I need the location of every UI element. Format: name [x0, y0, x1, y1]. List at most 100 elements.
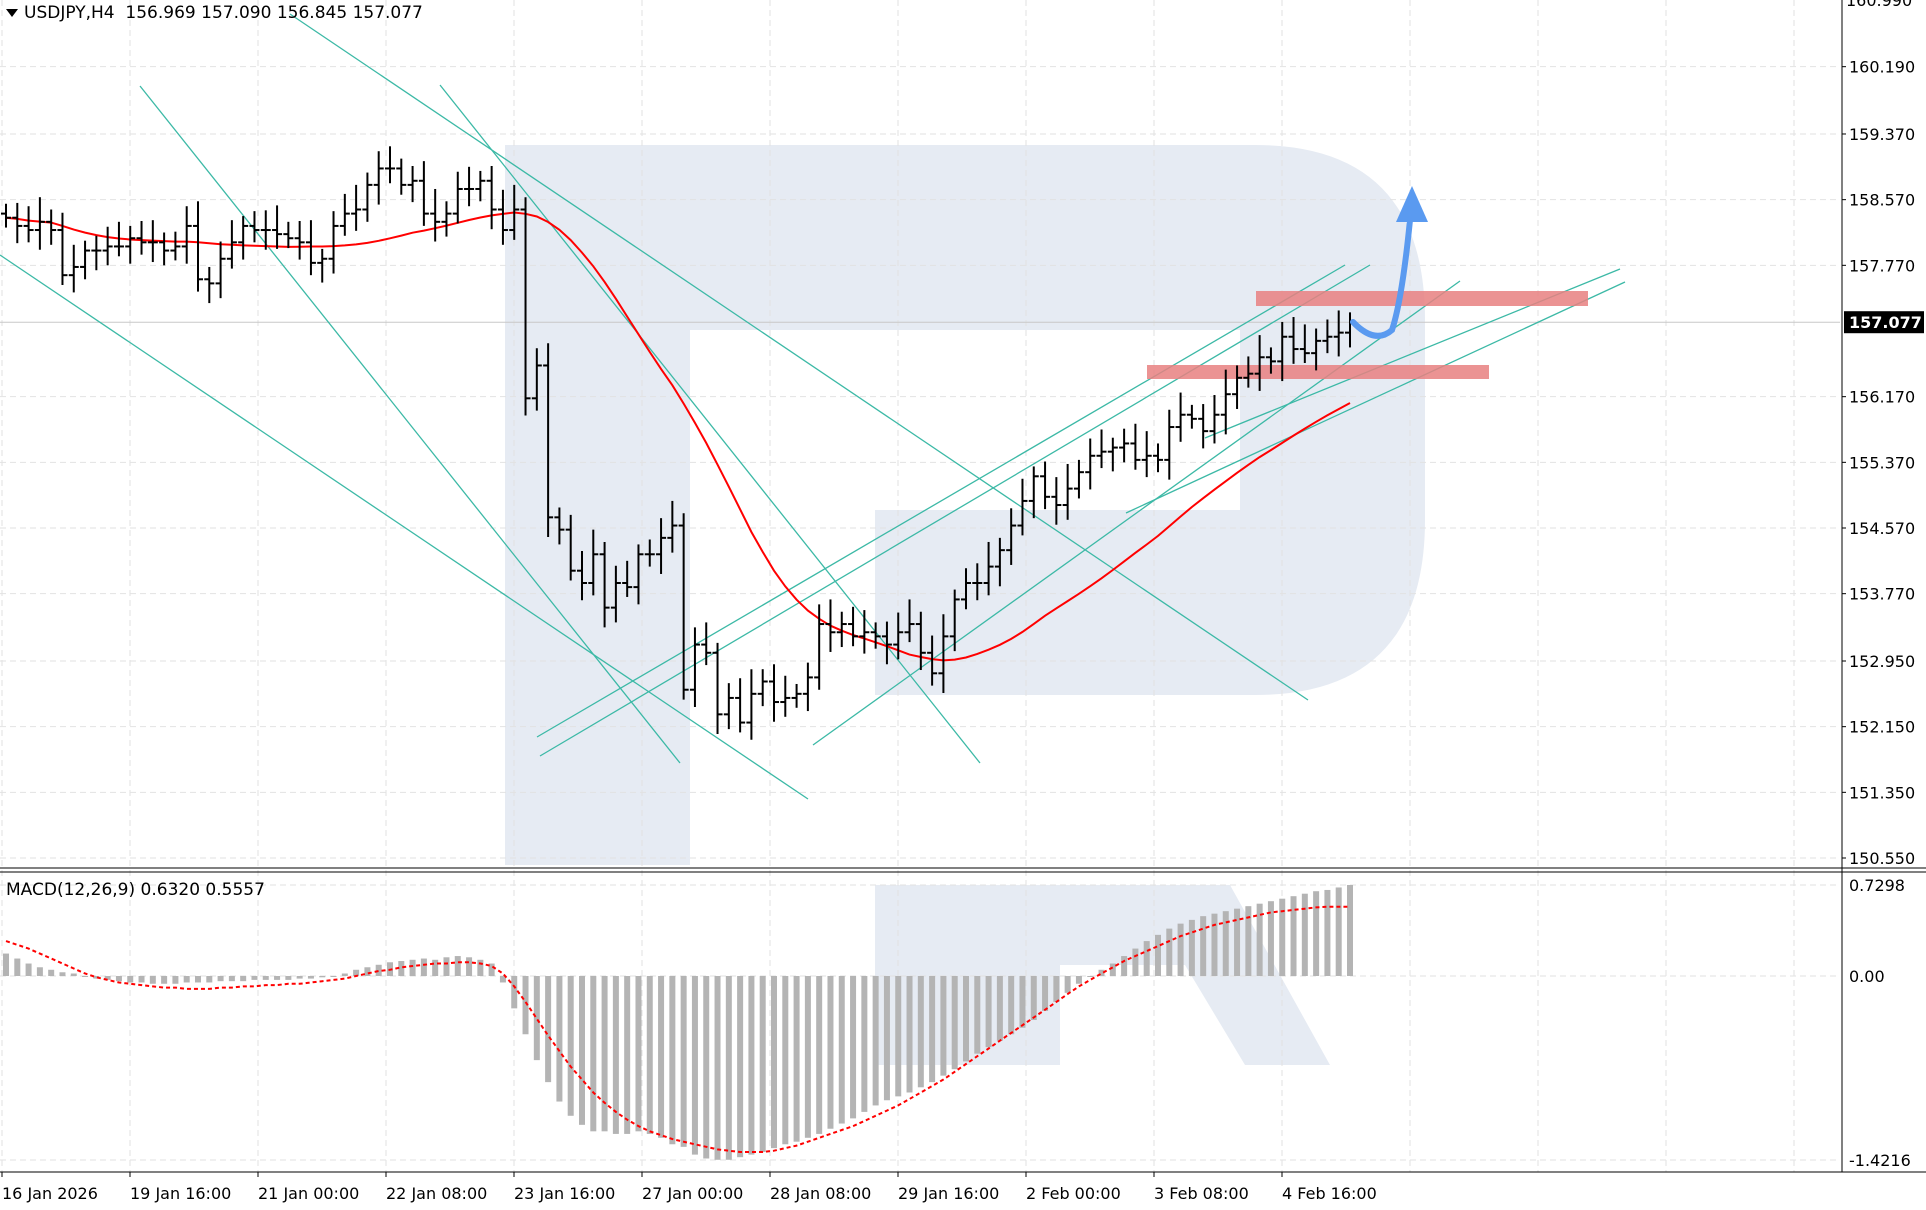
forecast-arrow-head	[1396, 186, 1428, 222]
price-tick-label: 160.190	[1849, 58, 1915, 77]
macd-histogram-bar	[296, 976, 303, 979]
macd-histogram-bar	[533, 976, 540, 1061]
macd-histogram-bar	[1177, 923, 1184, 976]
macd-histogram-bar	[714, 976, 721, 1160]
ohlc-bar	[475, 170, 486, 202]
time-tick-label: 19 Jan 16:00	[130, 1184, 231, 1203]
macd-label: MACD(12,26,9)	[6, 880, 136, 900]
macd-histogram-bar	[3, 953, 9, 976]
macd-histogram-bar	[104, 976, 111, 980]
macd-histogram-bar	[149, 976, 156, 984]
macd-histogram-bar	[161, 976, 168, 984]
price-tick-label: 155.370	[1849, 453, 1915, 472]
macd-histogram-bar	[782, 976, 789, 1145]
ohlc-bar	[1277, 321, 1288, 382]
ohlc-bar	[407, 165, 418, 203]
macd-histogram-bar	[895, 976, 902, 1097]
ohlc-bar	[305, 220, 316, 276]
macd-histogram-bar	[36, 967, 43, 976]
macd-histogram-bar	[545, 976, 552, 1083]
macd-histogram-bar	[443, 957, 450, 976]
macd-histogram-bar	[1200, 916, 1207, 976]
ohlc-bar	[859, 610, 870, 654]
time-tick-label: 3 Feb 08:00	[1154, 1184, 1249, 1203]
macd-histogram-bar	[1075, 976, 1082, 984]
macd-histogram-bar	[556, 976, 563, 1102]
macd-histogram-bar	[759, 976, 766, 1153]
ohlc-bar	[656, 518, 667, 574]
ohlc-bar	[1153, 443, 1163, 473]
ohlc-bar	[46, 209, 57, 245]
ohlc-bar	[1040, 461, 1051, 510]
macd-histogram-bar	[1245, 906, 1252, 976]
macd-histogram-bar	[115, 976, 122, 982]
macd-histogram-bar	[1301, 893, 1308, 976]
macd-histogram-bar	[420, 958, 427, 976]
ohlc-bar	[915, 611, 926, 671]
ohlc-bar	[497, 189, 508, 245]
macd-histogram-bar	[861, 976, 868, 1112]
macd-histogram-bar	[872, 976, 879, 1106]
macd-histogram-bar	[82, 976, 89, 977]
ohlc-bar	[825, 599, 836, 652]
ohlc-bar	[12, 202, 23, 244]
ohlc-bar	[667, 500, 678, 553]
ohlc-bar	[430, 188, 441, 242]
macd-histogram-bar	[240, 976, 247, 982]
ohlc-bar	[418, 161, 429, 226]
ohlc-bar	[961, 568, 971, 610]
macd-histogram-bar	[748, 976, 755, 1155]
ohlc-bar	[170, 231, 181, 261]
open-value: 156.969	[125, 3, 196, 23]
macd-histogram-bar	[929, 976, 936, 1083]
macd-histogram-bar	[285, 976, 292, 980]
macd-histogram-bar	[330, 976, 337, 977]
macd-histogram-bar	[951, 976, 958, 1070]
macd-histogram-bar	[1188, 919, 1195, 976]
ohlc-bar	[870, 622, 881, 649]
ohlc-bar	[113, 221, 124, 257]
macd-histogram-bar	[1098, 969, 1105, 976]
ohlc-bar	[260, 210, 271, 250]
macd-histogram-bar	[793, 976, 800, 1142]
low-value: 156.845	[276, 3, 348, 23]
ohlc-bar	[994, 537, 1005, 587]
ohlc-bar	[1198, 404, 1209, 449]
ohlc-bar	[1107, 437, 1118, 472]
macd-histogram-bar	[206, 976, 213, 983]
macd-histogram-bar	[624, 976, 631, 1134]
macd-histogram-bar	[228, 976, 235, 982]
ohlc-bar	[577, 550, 587, 601]
macd-histogram-bar	[70, 973, 77, 976]
ohlc-bar	[1299, 324, 1310, 364]
ohlc-bar	[723, 683, 734, 730]
macd-histogram-bar	[375, 964, 382, 976]
ohlc-bar	[80, 240, 91, 280]
price-tick-label: 157.770	[1849, 256, 1915, 275]
ohlc-bar	[1322, 319, 1333, 354]
ohlc-bar	[746, 669, 757, 740]
ohlc-bar	[509, 184, 520, 240]
macd-histogram-bar	[251, 976, 258, 980]
macd-histogram-bar	[477, 959, 484, 976]
ohlc-bar	[1051, 477, 1062, 525]
macd-main-value: 0.6320	[140, 880, 201, 900]
ohlc-bar	[633, 544, 644, 605]
resistance-zones	[1147, 291, 1588, 379]
current-price-label: 157.077	[1849, 313, 1922, 332]
macd-histogram-bar	[669, 976, 676, 1145]
ohlc-bar	[328, 211, 339, 274]
macd-histogram-bar	[274, 976, 281, 980]
time-tick-label: 27 Jan 00:00	[642, 1184, 743, 1203]
macd-histogram-bar	[1109, 963, 1116, 976]
time-tick-label: 23 Jan 16:00	[514, 1184, 615, 1203]
ohlc-bar	[193, 201, 203, 292]
ohlc-bar	[689, 627, 700, 707]
ohlc-bar	[802, 662, 813, 712]
ohlc-bar	[848, 606, 859, 647]
forecast-arrow-path	[1350, 217, 1413, 339]
dropdown-triangle-icon[interactable]	[6, 9, 18, 17]
macd-histogram-bar	[567, 976, 574, 1116]
